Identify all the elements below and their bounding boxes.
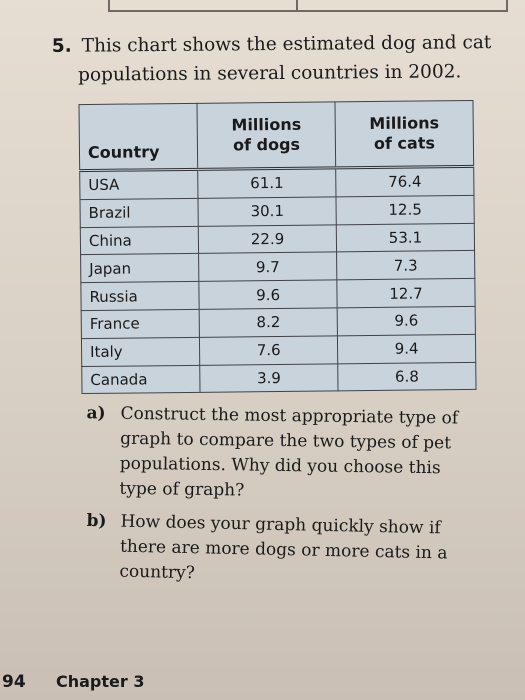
header-dogs-line-2: of dogs bbox=[232, 134, 301, 155]
cell-country: Russia bbox=[80, 281, 200, 311]
cell-dogs: 61.1 bbox=[197, 167, 337, 199]
cell-country: Brazil bbox=[79, 198, 199, 228]
header-country: Country bbox=[78, 103, 198, 171]
part-a: a) Construct the most appropriate type o… bbox=[85, 401, 478, 506]
header-cats-line-1: Millions bbox=[369, 113, 440, 134]
cell-dogs: 3.9 bbox=[199, 363, 339, 393]
header-cats-line-2: of cats bbox=[373, 133, 436, 153]
cell-cats: 9.6 bbox=[337, 306, 476, 336]
page-number: 94 bbox=[2, 672, 26, 692]
cell-country: France bbox=[81, 309, 200, 339]
part-a-label: a) bbox=[86, 403, 106, 424]
table-row: Brazil 30.1 12.5 bbox=[79, 195, 475, 228]
table-row: USA 61.1 76.4 bbox=[79, 166, 474, 200]
cell-dogs: 7.6 bbox=[199, 335, 338, 365]
header-dogs: Millions of dogs bbox=[197, 101, 336, 170]
table-row: Canada 3.9 6.8 bbox=[81, 362, 477, 394]
cell-cats: 12.5 bbox=[336, 195, 475, 225]
question-5: 5. This chart shows the estimated dog an… bbox=[52, 28, 492, 90]
table-header-row: Country Millions of dogs Millions of cat… bbox=[78, 100, 474, 171]
chapter-label: Chapter 3 bbox=[56, 672, 145, 691]
table-row: Italy 7.6 9.4 bbox=[81, 334, 476, 367]
cell-dogs: 9.6 bbox=[199, 280, 338, 310]
cell-cats: 9.4 bbox=[337, 334, 476, 364]
question-number: 5. bbox=[51, 35, 72, 57]
cell-country: USA bbox=[79, 169, 199, 200]
header-dogs-line-1: Millions bbox=[231, 114, 302, 135]
cell-cats: 53.1 bbox=[336, 223, 475, 253]
cell-country: Canada bbox=[81, 364, 201, 394]
cell-dogs: 9.7 bbox=[198, 252, 337, 282]
part-b-label: b) bbox=[86, 510, 107, 532]
table-row: Russia 9.6 12.7 bbox=[80, 278, 476, 311]
previous-answer-box-divider bbox=[296, 0, 298, 12]
pet-population-table: Country Millions of dogs Millions of cat… bbox=[78, 99, 477, 395]
header-cats: Millions of cats bbox=[335, 100, 474, 168]
cell-cats: 76.4 bbox=[335, 166, 474, 197]
question-line-1: This chart shows the estimated dog and c… bbox=[81, 32, 492, 57]
cell-country: Japan bbox=[80, 253, 200, 283]
cell-cats: 12.7 bbox=[336, 278, 476, 308]
question-line-2: populations in several countries in 2002… bbox=[78, 61, 462, 86]
cell-cats: 6.8 bbox=[337, 362, 477, 392]
table-row: Japan 9.7 7.3 bbox=[80, 250, 475, 283]
part-b: b) How does your graph quickly show if t… bbox=[85, 509, 478, 592]
table-row: China 22.9 53.1 bbox=[80, 223, 475, 255]
cell-dogs: 30.1 bbox=[198, 196, 337, 226]
previous-answer-box bbox=[108, 0, 508, 12]
cell-country: Italy bbox=[81, 337, 200, 367]
cell-dogs: 22.9 bbox=[198, 224, 337, 254]
table-row: France 8.2 9.6 bbox=[81, 306, 476, 339]
cell-cats: 7.3 bbox=[336, 250, 475, 281]
cell-dogs: 8.2 bbox=[199, 307, 338, 338]
cell-country: China bbox=[80, 225, 199, 255]
